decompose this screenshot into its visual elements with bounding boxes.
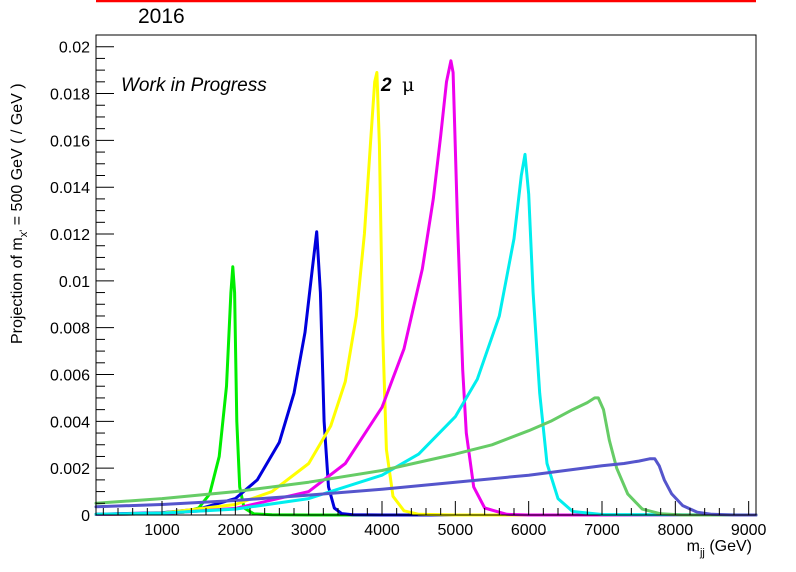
y-tick-label: 0.012	[50, 227, 90, 244]
y-tick-label: 0.006	[50, 368, 90, 385]
x-tick-label: 6000	[511, 522, 547, 539]
x-tick-label: 3000	[291, 522, 327, 539]
y-axis-title-sub: x'	[18, 230, 30, 238]
y-tick-label: 0.002	[50, 461, 90, 478]
x-axis-title-main: m	[687, 538, 700, 555]
x-tick-label: 7000	[584, 522, 620, 539]
x-tick-label: 4000	[364, 522, 400, 539]
y-tick-label: 0.004	[50, 414, 90, 431]
mu-symbol-label: μ	[402, 74, 414, 96]
y-tick-label: 0.018	[50, 87, 90, 104]
x-tick-label: 1000	[144, 522, 180, 539]
plot-frame	[95, 34, 757, 516]
x-tick-label: 2000	[218, 522, 254, 539]
y-axis-ticks: 0 0.002 0.004 0.006 0.008 0.01 0.012 0.014 0.016…	[50, 34, 114, 525]
mu-number-label: 2	[380, 75, 392, 96]
y-tick-label: 0.014	[50, 180, 90, 197]
x-tick-label: 9000	[731, 522, 767, 539]
y-tick-label: 0.016	[50, 133, 90, 150]
y-tick-label: 0.02	[59, 40, 90, 57]
x-tick-label: 8000	[658, 522, 694, 539]
x-tick-label: 5000	[438, 522, 474, 539]
x-axis-ticks: 1000 2000 3000 4000 5000 6000 7000 8000 9000	[102, 501, 767, 539]
y-axis-title-post: = 500 GeV ( / GeV )	[9, 83, 26, 229]
y-axis-title: Projection of mx' = 500 GeV ( / GeV )	[9, 83, 30, 344]
x-axis-title-sub: jj	[699, 547, 705, 559]
work-in-progress-label: Work in Progress	[121, 75, 267, 96]
series-line-7	[94, 457, 758, 517]
series-line-4	[94, 59, 758, 517]
y-tick-label: 0	[81, 508, 90, 525]
y-tick-label: 0.01	[59, 274, 90, 291]
series-layer	[94, 59, 758, 517]
y-tick-label: 0.008	[50, 321, 90, 338]
series-line-6	[94, 396, 758, 517]
series-line-1	[94, 265, 758, 517]
year-label: 2016	[138, 5, 185, 28]
x-axis-title-unit: (GeV)	[705, 538, 752, 555]
series-line-2	[94, 230, 758, 517]
x-axis-title: mjj (GeV)	[687, 538, 752, 559]
y-axis-title-pre: Projection of m	[9, 237, 26, 344]
